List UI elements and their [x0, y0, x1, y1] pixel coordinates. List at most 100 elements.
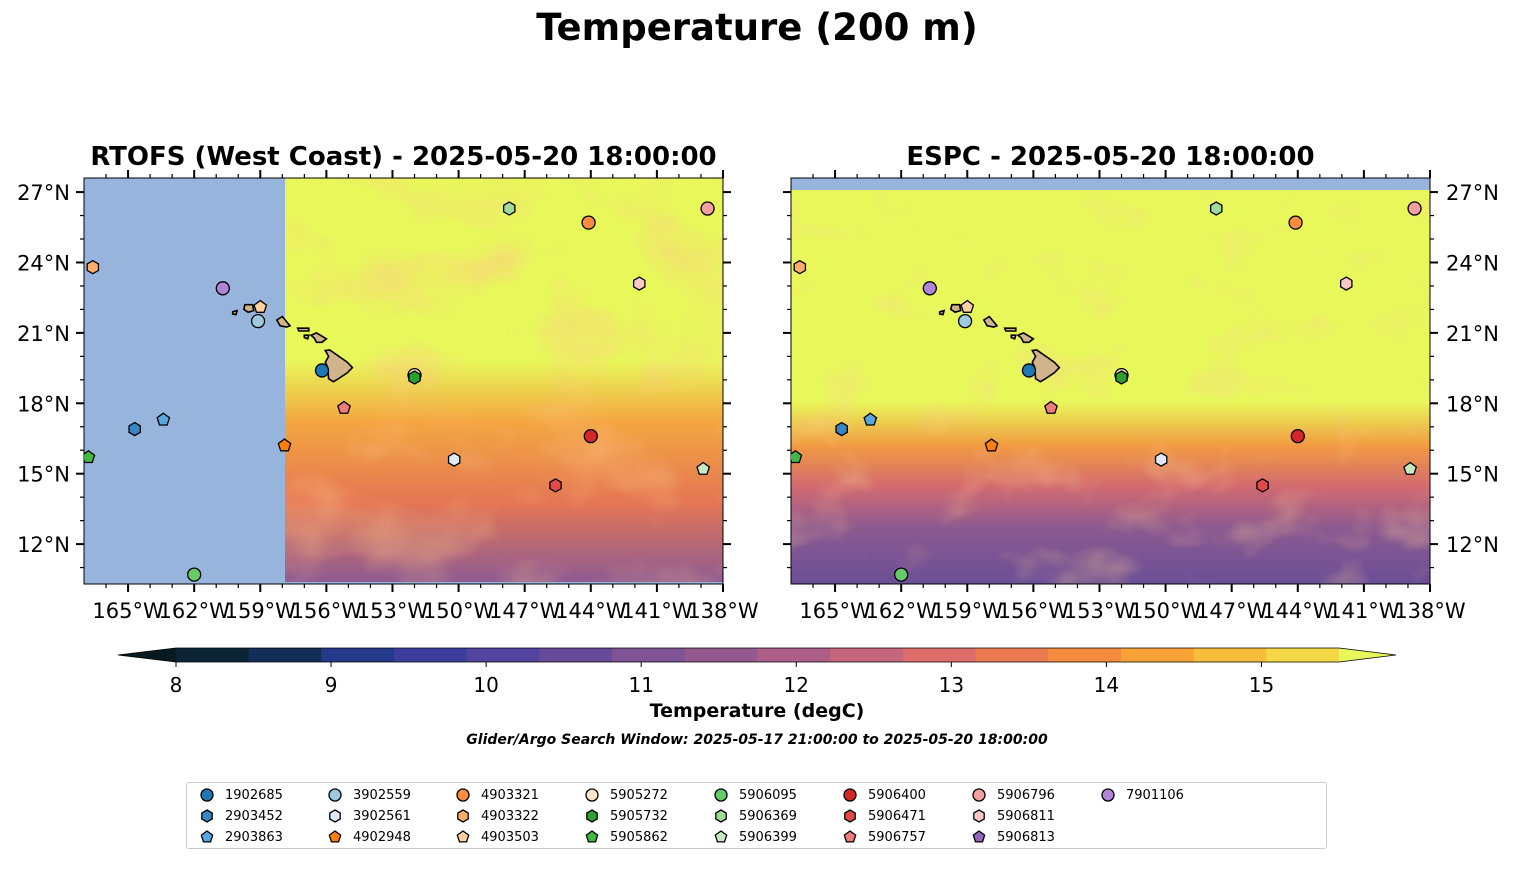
- island-6: [938, 309, 946, 316]
- legend-item: 3902559: [327, 787, 411, 803]
- right-panel-title: ESPC - 2025-05-20 18:00:00: [906, 142, 1315, 172]
- float-marker-4903322: [86, 259, 100, 275]
- colorbar-cell: [612, 648, 686, 662]
- legend-marker-icon: [844, 809, 856, 823]
- colorbar-cell: [1193, 648, 1267, 662]
- legend-marker-5906095: [714, 788, 728, 802]
- legend-marker-7901106: [1101, 788, 1115, 802]
- legend-item: 2903452: [199, 808, 283, 824]
- legend-item: 7901106: [1100, 787, 1184, 803]
- y-tick-label: 24°N: [1446, 251, 1499, 275]
- espc-no-data-region: [791, 178, 1430, 190]
- float-marker-5906399: [1403, 461, 1418, 475]
- legend-label: 5906796: [997, 787, 1055, 803]
- legend-marker-3902559: [328, 788, 342, 802]
- legend-label: 5905862: [610, 829, 668, 845]
- legend-marker-5905862: [585, 830, 599, 843]
- y-tick-label: 27°N: [17, 181, 70, 205]
- legend-marker-3902561: [329, 809, 341, 823]
- legend-marker-icon: [714, 788, 728, 802]
- island-5: [242, 303, 255, 314]
- x-tick-label: 153°W: [357, 599, 429, 623]
- y-tick-label: 15°N: [17, 463, 70, 487]
- island-5: [949, 303, 962, 314]
- legend-marker-icon: [972, 830, 986, 843]
- legend-marker-4903322: [457, 809, 469, 823]
- float-marker-1902685: [314, 363, 330, 378]
- colorbar-tick-label: 12: [784, 673, 809, 697]
- x-tick-label: 144°W: [1262, 599, 1334, 623]
- legend-marker-4903321: [456, 788, 470, 802]
- legend-marker-5906813: [972, 830, 986, 843]
- y-tick-label: 24°N: [17, 251, 70, 275]
- legend-item: 4903503: [455, 829, 539, 845]
- legend-marker-icon: [328, 830, 342, 843]
- x-tick-label: 153°W: [1064, 599, 1136, 623]
- legend-item: 5906813: [971, 829, 1055, 845]
- float-marker-5906471: [1256, 478, 1269, 493]
- colorbar-cell: [176, 648, 250, 662]
- island-2: [1003, 327, 1017, 332]
- legend-item: 5906399: [713, 829, 797, 845]
- espc-field: [791, 178, 1430, 584]
- float-marker-4902948: [277, 438, 292, 452]
- island-1: [309, 332, 328, 344]
- float-marker-5906757: [337, 400, 351, 414]
- float-marker-5906757: [1044, 400, 1058, 414]
- x-tick-label: 159°W: [932, 599, 1004, 623]
- colorbar-cell: [466, 648, 541, 662]
- float-marker-4903503: [960, 299, 975, 313]
- legend-label: 4903321: [481, 787, 539, 803]
- legend-item: 5905732: [584, 808, 668, 824]
- legend-item: 5905862: [584, 829, 668, 845]
- colorbar-tick-label: 15: [1249, 673, 1274, 697]
- legend-item: 4903321: [455, 787, 539, 803]
- legend-item: 1902685: [199, 787, 283, 803]
- legend-label: 4902948: [353, 829, 411, 845]
- right-map-frame: [790, 177, 1431, 585]
- colorbar: 8 9 10 11 12 13 14 15: [117, 647, 1397, 697]
- legend-label: 4903322: [481, 808, 539, 824]
- legend-marker-5906471: [844, 809, 856, 823]
- float-marker-5905732: [408, 370, 421, 385]
- island-3: [303, 334, 310, 340]
- float-marker-3902559: [250, 314, 266, 329]
- float-marker-5906399: [696, 461, 711, 475]
- x-tick-label: 162°W: [158, 599, 230, 623]
- legend-label: 1902685: [225, 787, 283, 803]
- legend-label: 5905272: [610, 787, 668, 803]
- legend-marker-5905272: [585, 788, 599, 802]
- legend-marker-icon: [329, 809, 341, 823]
- legend-label: 5906471: [868, 808, 926, 824]
- legend-label: 3902561: [353, 808, 411, 824]
- legend-marker-5906796: [972, 788, 986, 802]
- legend-marker-icon: [843, 830, 857, 843]
- colorbar-tick-label: 10: [473, 673, 498, 697]
- legend-item: 5906369: [713, 808, 797, 824]
- legend-marker-icon: [714, 830, 728, 843]
- float-marker-5906811: [632, 276, 646, 291]
- island-6: [231, 309, 239, 316]
- x-tick-label: 162°W: [865, 599, 937, 623]
- legend-marker-icon: [201, 809, 213, 823]
- legend-label: 7901106: [1126, 787, 1184, 803]
- legend-item: 5906757: [842, 829, 926, 845]
- float-marker-2903452: [128, 421, 141, 437]
- x-tick-label: 150°W: [1130, 599, 1202, 623]
- colorbar-cell: [248, 648, 322, 662]
- legend-marker-icon: [973, 809, 985, 823]
- float-marker-2903863: [156, 412, 171, 426]
- colorbar-cell: [1048, 648, 1122, 662]
- legend-label: 5906399: [739, 829, 797, 845]
- float-marker-4903322: [793, 259, 807, 275]
- legend-item: 5906095: [713, 787, 797, 803]
- colorbar-cell: [975, 648, 1049, 662]
- y-tick-label: 27°N: [1446, 181, 1499, 205]
- legend-marker-icon: [715, 809, 727, 823]
- float-marker-5906095: [894, 567, 909, 582]
- island-2: [296, 327, 310, 332]
- island-4: [275, 315, 292, 328]
- float-marker-5905732: [1115, 370, 1128, 385]
- legend-marker-1902685: [200, 788, 214, 802]
- island-4: [982, 315, 999, 328]
